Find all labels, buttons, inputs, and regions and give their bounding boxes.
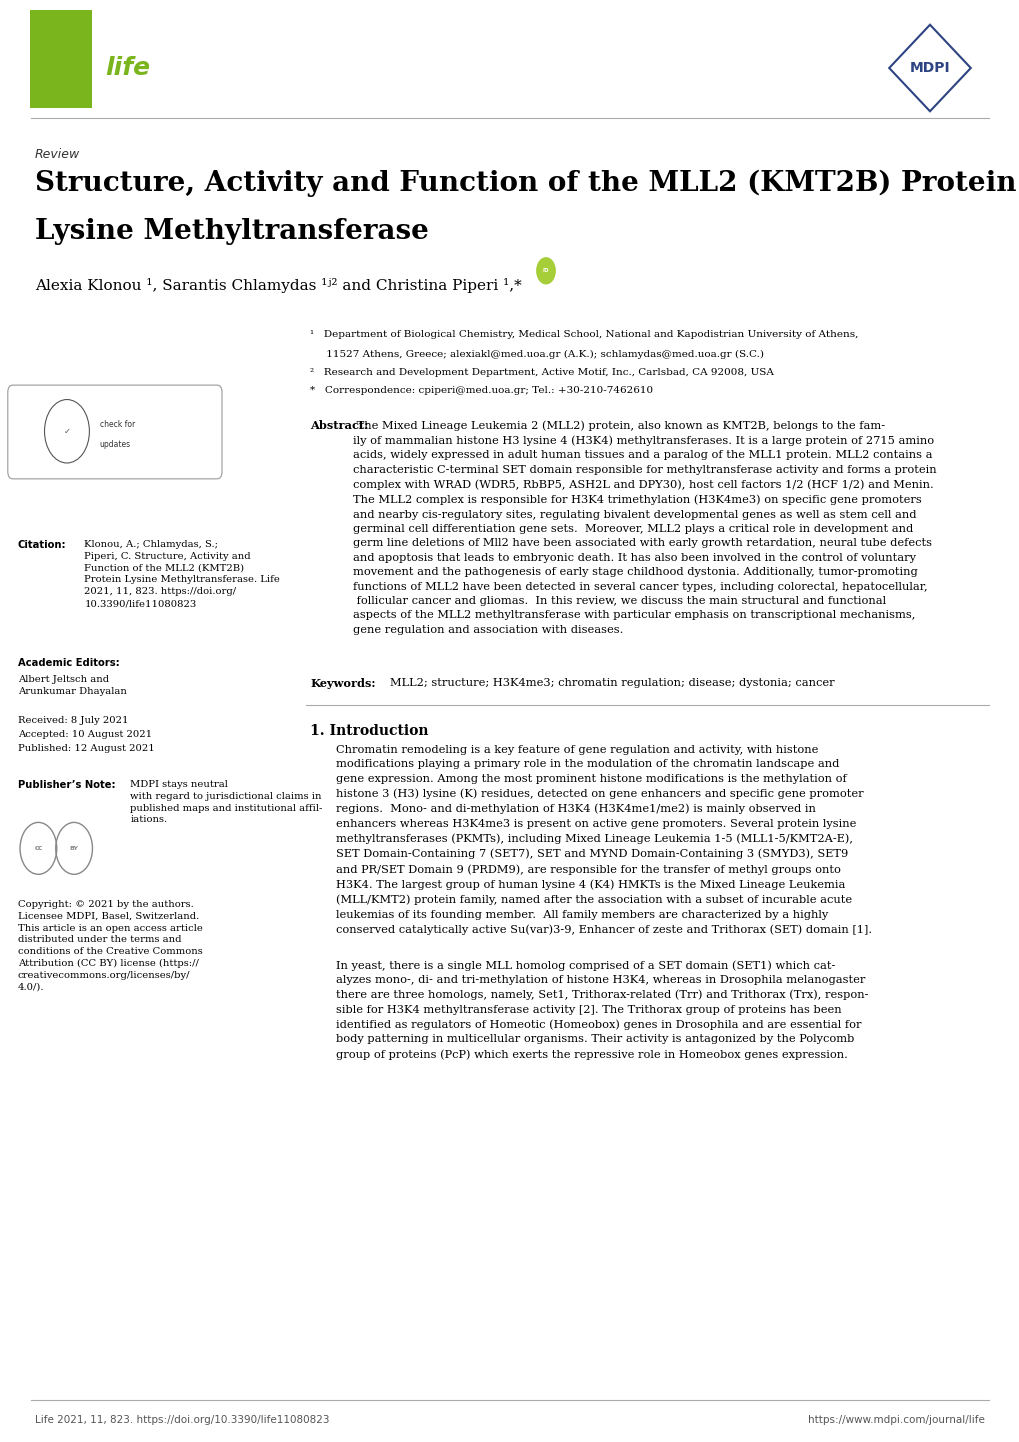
Text: Klonou, A.; Chlamydas, S.;
Piperi, C. Structure, Activity and
Function of the ML: Klonou, A.; Chlamydas, S.; Piperi, C. St…	[85, 539, 280, 609]
Text: Citation:: Citation:	[18, 539, 66, 549]
Text: 11527 Athens, Greece; alexiakl@med.uoa.gr (A.K.); schlamydas@med.uoa.gr (S.C.): 11527 Athens, Greece; alexiakl@med.uoa.g…	[310, 350, 763, 359]
Text: Life 2021, 11, 823. https://doi.org/10.3390/life11080823: Life 2021, 11, 823. https://doi.org/10.3…	[35, 1415, 329, 1425]
Text: The Mixed Lineage Leukemia 2 (MLL2) protein, also known as KMT2B, belongs to the: The Mixed Lineage Leukemia 2 (MLL2) prot…	[353, 420, 935, 634]
Text: Alexia Klonou ¹, Sarantis Chlamydas ¹ʲ² and Christina Piperi ¹,*: Alexia Klonou ¹, Sarantis Chlamydas ¹ʲ² …	[35, 278, 522, 293]
FancyBboxPatch shape	[8, 385, 222, 479]
Text: Academic Editors:: Academic Editors:	[18, 658, 119, 668]
Text: Received: 8 July 2021: Received: 8 July 2021	[18, 717, 128, 725]
Text: MDPI stays neutral
with regard to jurisdictional claims in
published maps and in: MDPI stays neutral with regard to jurisd…	[130, 780, 322, 825]
Text: MDPI: MDPI	[909, 61, 950, 75]
Text: https://www.mdpi.com/journal/life: https://www.mdpi.com/journal/life	[807, 1415, 984, 1425]
Text: ¹   Department of Biological Chemistry, Medical School, National and Kapodistria: ¹ Department of Biological Chemistry, Me…	[310, 330, 858, 339]
Text: Review: Review	[35, 149, 81, 162]
Text: Structure, Activity and Function of the MLL2 (KMT2B) Protein: Structure, Activity and Function of the …	[35, 170, 1016, 198]
Text: Accepted: 10 August 2021: Accepted: 10 August 2021	[18, 730, 152, 738]
Text: *   Correspondence: cpiperi@med.uoa.gr; Tel.: +30-210-7462610: * Correspondence: cpiperi@med.uoa.gr; Te…	[310, 386, 652, 395]
Text: life: life	[105, 56, 150, 79]
Text: iD: iD	[542, 268, 548, 274]
FancyBboxPatch shape	[30, 10, 92, 108]
Text: Albert Jeltsch and
Arunkumar Dhayalan: Albert Jeltsch and Arunkumar Dhayalan	[18, 675, 126, 696]
Text: MLL2; structure; H3K4me3; chromatin regulation; disease; dystonia; cancer: MLL2; structure; H3K4me3; chromatin regu…	[389, 678, 834, 688]
Text: ²   Research and Development Department, Active Motif, Inc., Carlsbad, CA 92008,: ² Research and Development Department, A…	[310, 368, 773, 376]
Text: In yeast, there is a single MLL homolog comprised of a SET domain (SET1) which c: In yeast, there is a single MLL homolog …	[335, 960, 867, 1060]
Text: Abstract:: Abstract:	[310, 420, 368, 431]
Text: BY: BY	[69, 846, 78, 851]
Circle shape	[536, 258, 554, 284]
Text: Publisher’s Note:: Publisher’s Note:	[18, 780, 115, 790]
Text: updates: updates	[100, 440, 130, 448]
Text: cc: cc	[35, 845, 43, 851]
Text: Chromatin remodeling is a key feature of gene regulation and activity, with hist: Chromatin remodeling is a key feature of…	[335, 746, 871, 934]
Text: 1. Introduction: 1. Introduction	[310, 724, 428, 738]
Text: Copyright: © 2021 by the authors.
Licensee MDPI, Basel, Switzerland.
This articl: Copyright: © 2021 by the authors. Licens…	[18, 900, 203, 992]
Text: Lysine Methyltransferase: Lysine Methyltransferase	[35, 218, 428, 245]
Text: ✓: ✓	[63, 427, 70, 435]
Text: check for: check for	[100, 420, 135, 428]
Text: Keywords:: Keywords:	[310, 678, 375, 689]
Text: Published: 12 August 2021: Published: 12 August 2021	[18, 744, 155, 753]
